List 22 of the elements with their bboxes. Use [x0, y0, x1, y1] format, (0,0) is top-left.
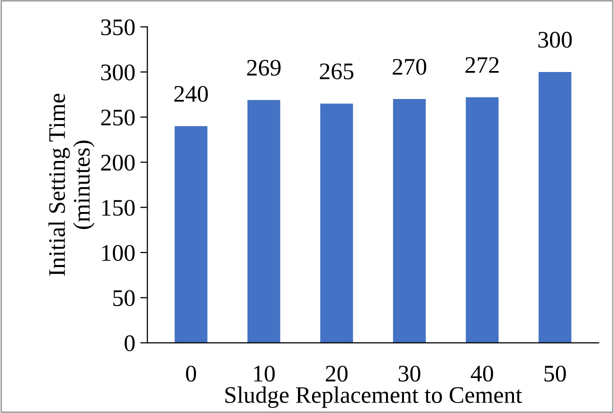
- data-label: 269: [247, 60, 281, 76]
- data-label: 300: [538, 32, 572, 48]
- y-tick-label: 150: [102, 200, 135, 216]
- y-tick-label: 250: [101, 110, 135, 126]
- data-label: 272: [466, 57, 499, 73]
- x-axis-title: Sludge Replacement to Cement: [225, 386, 522, 408]
- data-label: 265: [320, 63, 354, 80]
- y-axis-title: Initial Setting Time (minutes): [48, 94, 95, 276]
- y-tick-label: 300: [101, 64, 135, 80]
- y-tick-label: 350: [101, 19, 135, 36]
- x-tick-label: 10: [254, 366, 275, 382]
- y-tick-label: 50: [113, 290, 135, 306]
- x-tick-label: 50: [544, 366, 566, 382]
- y-tick-label: 100: [102, 245, 135, 261]
- y-tick-label: 200: [101, 154, 135, 171]
- x-tick-label: 20: [326, 366, 348, 382]
- x-tick-label: 40: [470, 366, 494, 382]
- x-tick-label: 0: [186, 366, 196, 382]
- data-label: 270: [392, 58, 426, 75]
- y-tick-label: 0: [124, 335, 135, 352]
- data-label: 240: [174, 86, 208, 102]
- x-tick-label: 30: [398, 366, 420, 382]
